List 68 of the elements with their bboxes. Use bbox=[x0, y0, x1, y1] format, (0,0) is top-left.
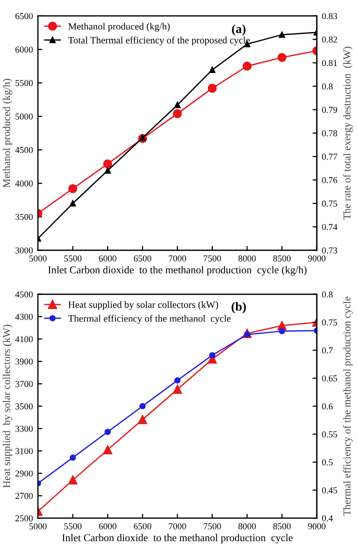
y2-tick-label: 0.75 bbox=[322, 200, 338, 207]
y-tick-label: 4100 bbox=[15, 336, 33, 342]
x-tick-label: 9000 bbox=[308, 523, 326, 530]
y-axis-title: Heat supplied by solar collectors (kW) bbox=[2, 324, 12, 488]
y2-tick-label: 0.8 bbox=[322, 83, 333, 90]
y-tick-label: 3700 bbox=[15, 380, 33, 388]
x-axis-title: Inlet Carbon dioxide to the methanol production cycle bbox=[62, 534, 293, 544]
y2-tick-label: 0.77 bbox=[322, 154, 338, 160]
legend-label: Methanol produced (kg/h) bbox=[68, 22, 170, 32]
y-tick-label: 2900 bbox=[15, 470, 33, 477]
y-tick-label: 4300 bbox=[15, 314, 33, 320]
annotation: (b) bbox=[232, 302, 246, 314]
x-tick-label: 5000 bbox=[29, 255, 47, 262]
y2-tick-label: 0.73 bbox=[322, 247, 338, 254]
y2-tick-label: 0.76 bbox=[322, 177, 338, 184]
y2-tick-label: 0.74 bbox=[322, 224, 338, 230]
y2-tick-label: 0.55 bbox=[322, 431, 338, 438]
y-tick-label: 3900 bbox=[15, 358, 33, 365]
y-tick-label: 5500 bbox=[16, 80, 33, 86]
x-tick-label: 6000 bbox=[99, 523, 116, 530]
y2-axis-title: Thermal efficiency of the methanol production cycle bbox=[343, 296, 353, 516]
y2-tick-label: 0.5 bbox=[322, 459, 333, 466]
x-tick-label: 7000 bbox=[168, 523, 186, 530]
y-tick-label: 4500 bbox=[15, 291, 33, 298]
y2-tick-label: 0.82 bbox=[322, 36, 337, 43]
y-tick-label: 3000 bbox=[15, 247, 33, 254]
x-tick-label: 8500 bbox=[273, 523, 291, 530]
x-tick-label: 9000 bbox=[308, 255, 326, 262]
y2-tick-label: 0.75 bbox=[322, 319, 338, 326]
y-axis-title: Methanol produced (kg/h) bbox=[2, 78, 12, 188]
y-tick-label: 2500 bbox=[15, 515, 33, 522]
y-tick-label: 3500 bbox=[15, 214, 33, 220]
x-tick-label: 6500 bbox=[134, 255, 152, 262]
y-tick-label: 2700 bbox=[15, 492, 33, 499]
y-tick-label: 3300 bbox=[15, 426, 33, 432]
y2-tick-label: 0.65 bbox=[322, 375, 338, 382]
x-tick-label: 7000 bbox=[168, 255, 186, 262]
y2-tick-label: 0.7 bbox=[322, 347, 333, 354]
y-tick-label: 6000 bbox=[15, 46, 33, 53]
y-tick-label: 5000 bbox=[16, 113, 33, 120]
x-tick-label: 7500 bbox=[204, 523, 221, 530]
x-tick-label: 5000 bbox=[29, 523, 47, 530]
y2-tick-label: 0.4 bbox=[322, 515, 333, 522]
x-axis-title: Inlet Carbon dioxide to the methanol production cycle (kg/h) bbox=[48, 266, 307, 276]
y2-tick-label: 0.78 bbox=[322, 130, 338, 136]
y-tick-label: 4500 bbox=[15, 146, 33, 154]
y2-tick-label: 0.45 bbox=[322, 487, 338, 494]
y2-tick-label: 0.6 bbox=[322, 403, 333, 410]
y-tick-label: 4000 bbox=[15, 180, 33, 187]
annotation: (a) bbox=[232, 24, 246, 36]
legend-label: Thermal efficiency of the methanol cycle bbox=[68, 314, 231, 324]
legend-label: Heat supplied by solar collectors (kW) bbox=[68, 301, 218, 310]
y2-tick-label: 0.8 bbox=[322, 291, 333, 298]
y-tick-label: 3100 bbox=[15, 448, 33, 454]
x-tick-label: 6500 bbox=[134, 523, 152, 530]
x-tick-label: 8000 bbox=[238, 255, 256, 262]
x-tick-label: 8000 bbox=[238, 523, 256, 530]
x-tick-label: 8500 bbox=[273, 255, 291, 262]
y-tick-label: 3500 bbox=[15, 403, 33, 410]
y2-tick-label: 0.79 bbox=[322, 106, 338, 113]
x-tick-label: 5500 bbox=[64, 255, 82, 262]
y2-tick-label: 0.83 bbox=[322, 13, 338, 20]
x-tick-label: 7500 bbox=[204, 255, 221, 262]
y-tick-label: 6500 bbox=[15, 13, 33, 20]
x-tick-label: 5500 bbox=[64, 523, 82, 530]
y2-tick-label: 0.81 bbox=[322, 60, 337, 66]
x-tick-label: 6000 bbox=[99, 255, 116, 262]
y2-axis-title: The rate of total exergy destruction (kW) bbox=[343, 46, 353, 220]
